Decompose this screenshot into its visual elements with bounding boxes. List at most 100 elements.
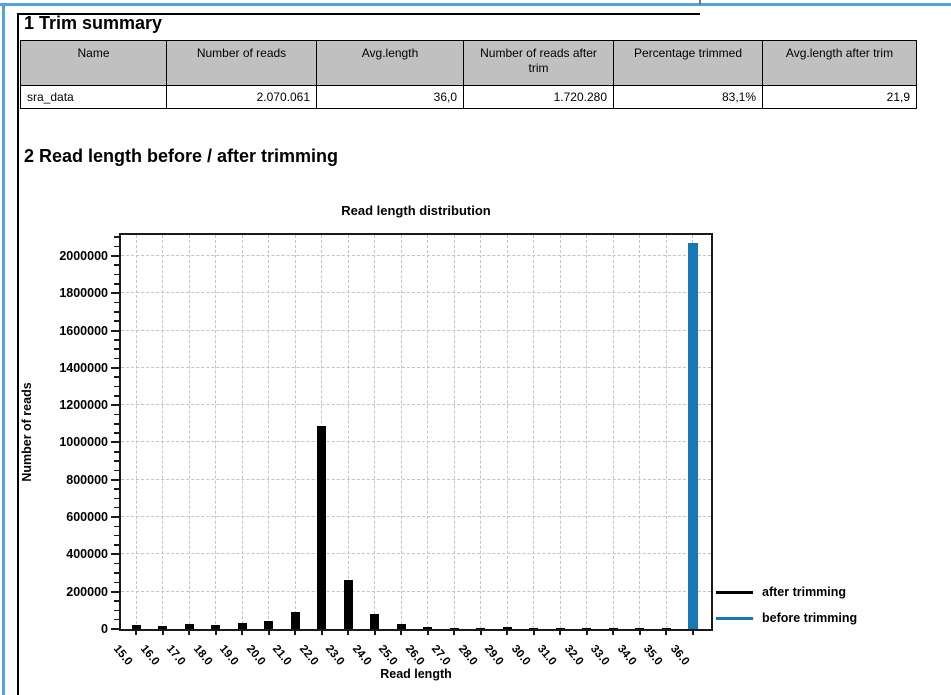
v-gridline <box>215 235 217 629</box>
y-minor-tick <box>114 395 119 397</box>
x-tick-label: 26.0 <box>402 643 427 668</box>
plot-area <box>119 233 713 631</box>
x-tick <box>135 631 137 635</box>
v-gridline <box>506 235 508 629</box>
v-gridline <box>586 235 588 629</box>
y-minor-tick <box>114 544 119 546</box>
col-header-avg-length-after-trim: Avg.length after trim <box>762 40 917 86</box>
y-major-tick <box>111 366 119 369</box>
h-gridline <box>121 591 711 592</box>
v-gridline <box>188 235 190 629</box>
v-gridline <box>665 235 667 629</box>
y-minor-tick <box>114 236 119 238</box>
legend-item-before-trimming: before trimming <box>716 605 857 631</box>
y-minor-tick <box>114 525 119 528</box>
x-tick-label: 28.0 <box>455 643 480 668</box>
h-gridline <box>121 516 711 517</box>
y-minor-tick <box>114 562 119 565</box>
y-tick-label: 200000 <box>66 584 108 599</box>
bar-after-trimming <box>476 628 485 629</box>
table-header-row: Name Number of reads Avg.length Number o… <box>20 40 917 86</box>
y-minor-tick <box>114 264 119 266</box>
h-gridline <box>121 330 711 331</box>
x-tick-label: 35.0 <box>641 643 665 668</box>
x-tick <box>161 631 164 635</box>
x-tick <box>479 631 482 635</box>
x-tick-label: 17.0 <box>163 643 188 668</box>
x-tick-label: 23.0 <box>322 643 347 668</box>
y-major-tick <box>111 292 119 295</box>
y-minor-tick <box>114 451 119 453</box>
x-tick-label: 15.0 <box>110 643 135 668</box>
h-gridline <box>121 255 711 256</box>
v-gridline <box>692 235 694 629</box>
x-tick-label: 18.0 <box>190 643 214 668</box>
bar-after-trimming <box>450 628 459 629</box>
y-major-tick <box>111 404 119 407</box>
y-minor-tick <box>114 357 119 360</box>
cell-reads-after-trim: 1.720.280 <box>463 85 614 109</box>
y-minor-tick <box>114 283 119 285</box>
bar-after-trimming <box>635 628 644 629</box>
cell-avg-length: 36,0 <box>316 85 464 109</box>
bar-after-trimming <box>529 628 538 629</box>
x-tick <box>347 631 350 635</box>
y-minor-tick <box>114 497 119 500</box>
bar-after-trimming <box>132 625 141 629</box>
bar-after-trimming <box>397 624 406 629</box>
v-gridline <box>241 235 243 629</box>
y-axis-title: Number of reads <box>20 382 34 482</box>
x-tick-label: 16.0 <box>137 643 161 668</box>
y-minor-tick <box>114 581 119 584</box>
x-tick <box>426 631 429 635</box>
y-tick-label: 0 <box>101 622 108 636</box>
y-minor-tick <box>114 376 119 378</box>
x-tick-label: 33.0 <box>588 643 612 668</box>
y-tick-label: 1600000 <box>59 323 108 338</box>
v-gridline <box>400 235 402 629</box>
top-pane-divider <box>699 0 701 5</box>
table-row: sra_data 2.070.061 36,0 1.720.280 83,1% … <box>20 85 917 109</box>
col-header-name: Name <box>20 40 167 86</box>
x-tick <box>638 631 641 635</box>
x-tick <box>612 631 615 635</box>
chart-title: Read length distribution <box>341 203 491 218</box>
x-tick <box>559 631 562 635</box>
v-gridline <box>533 235 535 629</box>
bar-before-trimming <box>688 243 698 629</box>
y-tick-label: 1400000 <box>59 360 108 375</box>
y-tick-label: 400000 <box>66 547 108 562</box>
h-gridline <box>121 441 711 442</box>
y-tick-label: 2000000 <box>59 248 108 263</box>
y-major-tick <box>111 329 119 332</box>
x-tick <box>373 631 376 635</box>
x-axis-title: Read length <box>380 667 452 681</box>
chart-legend: after trimming before trimming <box>716 579 857 631</box>
x-tick <box>585 631 588 635</box>
y-minor-tick <box>114 320 119 322</box>
x-tick <box>453 631 456 635</box>
x-tick <box>665 631 668 635</box>
x-tick <box>267 631 270 635</box>
bar-after-trimming <box>370 614 379 629</box>
cell-percentage-trimmed: 83,1% <box>613 85 763 109</box>
legend-line-1 <box>716 616 753 620</box>
bar-after-trimming <box>503 627 512 629</box>
x-tick-label: 24.0 <box>349 643 374 668</box>
y-minor-tick <box>114 245 119 248</box>
x-tick-label: 36.0 <box>667 643 692 668</box>
v-gridline <box>453 235 455 629</box>
section-title-read-length: 2 Read length before / after trimming <box>24 146 339 166</box>
bar-after-trimming <box>317 426 326 629</box>
y-minor-tick <box>114 572 119 574</box>
h-gridline <box>121 292 711 293</box>
report-page-border-left <box>17 13 19 695</box>
view-frame-left <box>2 3 5 695</box>
bar-after-trimming <box>556 628 565 629</box>
y-minor-tick <box>114 432 119 434</box>
y-minor-tick <box>114 273 119 276</box>
v-gridline <box>347 235 349 629</box>
h-gridline <box>121 404 711 405</box>
bar-after-trimming <box>582 628 591 629</box>
y-minor-tick <box>114 469 119 472</box>
